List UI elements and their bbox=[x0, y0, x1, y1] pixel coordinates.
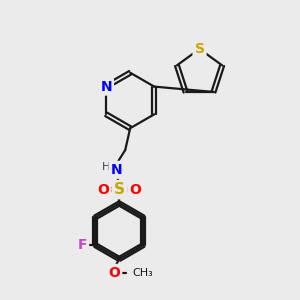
Text: CH₃: CH₃ bbox=[132, 268, 153, 278]
Text: N: N bbox=[100, 80, 112, 94]
Bar bbox=[87, 199, 152, 264]
Text: O: O bbox=[129, 183, 141, 196]
Text: H: H bbox=[102, 162, 111, 172]
Text: O: O bbox=[98, 183, 110, 196]
Text: S: S bbox=[194, 42, 205, 56]
Text: O: O bbox=[108, 266, 120, 280]
Text: N: N bbox=[110, 163, 122, 177]
Text: F: F bbox=[78, 238, 87, 252]
Bar bbox=[72, 184, 167, 279]
Text: S: S bbox=[114, 182, 125, 197]
